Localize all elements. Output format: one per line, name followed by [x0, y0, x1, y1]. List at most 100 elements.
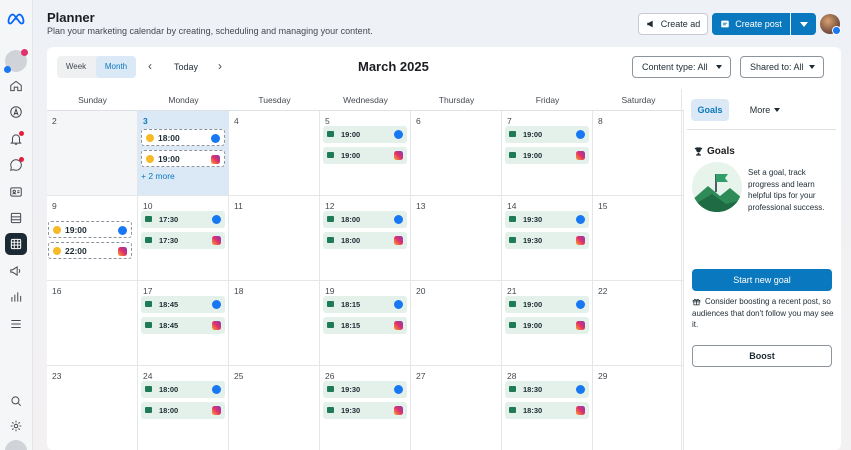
profile-icon[interactable] [5, 440, 27, 450]
calendar-day-cell[interactable]: 29 [593, 366, 684, 450]
calendar-day-cell[interactable]: 23 [47, 366, 138, 450]
previous-month-chevron-icon[interactable]: ‹ [148, 59, 152, 73]
month-view-button[interactable]: Month [96, 56, 136, 78]
calendar-day-cell[interactable]: 11 [229, 196, 320, 281]
planner-icon[interactable] [5, 233, 27, 255]
start-new-goal-button[interactable]: Start new goal [692, 269, 832, 291]
scheduled-post[interactable]: 18:30 [505, 381, 589, 398]
post-type-icon [509, 301, 516, 307]
calendar-day-cell[interactable]: 5 19:00 19:00 [320, 111, 411, 196]
tab-goals[interactable]: Goals [691, 99, 729, 121]
post-type-icon [327, 237, 334, 243]
contacts-icon[interactable] [5, 181, 27, 203]
today-button[interactable]: Today [174, 62, 199, 72]
home-icon[interactable] [5, 75, 27, 97]
day-number: 7 [507, 116, 512, 126]
scheduled-post[interactable]: 19:30 [505, 232, 589, 249]
scheduled-post[interactable]: 18:00 [141, 381, 225, 398]
content-type-dropdown[interactable]: Content type: All [632, 56, 731, 78]
weekday-header: Monday [138, 89, 229, 111]
settings-gear-icon[interactable] [5, 415, 27, 437]
post-time: 18:30 [523, 385, 543, 394]
scheduled-post[interactable]: 19:00 [48, 221, 132, 238]
calendar-day-cell[interactable]: 6 [411, 111, 502, 196]
scheduled-post[interactable]: 18:00 [323, 232, 407, 249]
scheduled-post[interactable]: 18:45 [141, 317, 225, 334]
scheduled-post[interactable]: 19:00 [505, 147, 589, 164]
week-view-button[interactable]: Week [65, 62, 87, 71]
menu-icon[interactable] [5, 313, 27, 335]
scheduled-post[interactable]: 18:00 [323, 211, 407, 228]
draft-sun-icon [53, 226, 61, 234]
day-number: 15 [598, 201, 608, 211]
notifications-icon[interactable] [5, 128, 27, 150]
calendar-day-cell[interactable]: 4 [229, 111, 320, 196]
calendar-day-cell[interactable]: 10 17:30 17:30 [138, 196, 229, 281]
create-post-dropdown-button[interactable] [791, 13, 816, 35]
scheduled-post[interactable]: 19:30 [323, 402, 407, 419]
instagram-icon [394, 151, 403, 160]
calendar-day-cell[interactable]: 20 [411, 281, 502, 366]
calendar-day-cell[interactable]: 22 [593, 281, 684, 366]
calendar-day-cell[interactable]: 24 18:00 18:00 [138, 366, 229, 450]
post-time: 19:00 [523, 300, 543, 309]
scheduled-post[interactable]: 18:00 [141, 402, 225, 419]
boost-button[interactable]: Boost [692, 345, 832, 367]
calendar-day-cell[interactable]: 28 18:30 18:30 [502, 366, 593, 450]
calendar-day-cell[interactable]: 17 18:45 18:45 [138, 281, 229, 366]
scheduled-post[interactable]: 19:00 [505, 126, 589, 143]
meta-logo-icon[interactable] [5, 8, 27, 30]
day-number: 11 [234, 201, 243, 211]
calendar-day-cell[interactable]: 8 [593, 111, 684, 196]
calendar-day-cell[interactable]: 27 [411, 366, 502, 450]
scheduled-post[interactable]: 19:00 [141, 150, 225, 167]
weekday-header: Wednesday [320, 89, 411, 111]
day-number: 5 [325, 116, 330, 126]
calendar-day-cell[interactable]: 16 [47, 281, 138, 366]
scheduled-post[interactable]: 19:00 [505, 317, 589, 334]
calendar-day-cell[interactable]: 9 19:00 22:00 [47, 196, 138, 281]
scheduled-post[interactable]: 19:00 [323, 126, 407, 143]
calendar-day-cell[interactable]: 13 [411, 196, 502, 281]
scheduled-post[interactable]: 19:00 [323, 147, 407, 164]
scheduled-post[interactable]: 18:15 [323, 317, 407, 334]
scheduled-post[interactable]: 19:30 [505, 211, 589, 228]
calendar-day-cell[interactable]: 25 [229, 366, 320, 450]
scheduled-post[interactable]: 17:30 [141, 211, 225, 228]
scheduled-post[interactable]: 17:30 [141, 232, 225, 249]
scheduled-post[interactable]: 19:30 [323, 381, 407, 398]
create-ad-button[interactable]: Create ad [638, 13, 708, 35]
search-icon[interactable] [5, 390, 27, 412]
calendar-day-cell[interactable]: 26 19:30 19:30 [320, 366, 411, 450]
create-post-button[interactable]: Create post [712, 13, 790, 35]
scheduled-post[interactable]: 18:15 [323, 296, 407, 313]
day-number: 19 [325, 286, 335, 296]
calendar-day-cell[interactable]: 12 18:00 18:00 [320, 196, 411, 281]
insights-icon[interactable] [5, 286, 27, 308]
scheduled-post[interactable]: 18:00 [141, 129, 225, 146]
next-month-chevron-icon[interactable]: › [218, 59, 222, 73]
calendar-day-cell[interactable]: 14 19:30 19:30 [502, 196, 593, 281]
shared-to-dropdown[interactable]: Shared to: All [740, 56, 824, 78]
content-type-label: Content type: All [642, 62, 708, 72]
scheduled-post[interactable]: 19:00 [505, 296, 589, 313]
ads-icon[interactable] [5, 260, 27, 282]
scheduled-post[interactable]: 18:30 [505, 402, 589, 419]
scheduled-post[interactable]: 18:45 [141, 296, 225, 313]
calendar-day-cell[interactable]: 21 19:00 19:00 [502, 281, 593, 366]
content-icon[interactable] [5, 207, 27, 229]
more-posts-link[interactable]: + 2 more [141, 171, 175, 181]
post-time: 17:30 [159, 215, 179, 224]
tab-more[interactable]: More [740, 99, 780, 121]
calendar-day-cell[interactable]: 2 [47, 111, 138, 196]
calendar-day-cell[interactable]: 3 18:00 19:00 + 2 more [138, 111, 229, 196]
create-post-label: Create post [735, 19, 782, 29]
scheduled-post[interactable]: 22:00 [48, 242, 132, 259]
page-avatar-icon[interactable] [4, 49, 28, 73]
calendar-day-cell[interactable]: 15 [593, 196, 684, 281]
calendar-day-cell[interactable]: 18 [229, 281, 320, 366]
navigation-icon[interactable] [5, 101, 27, 123]
calendar-day-cell[interactable]: 7 19:00 19:00 [502, 111, 593, 196]
calendar-day-cell[interactable]: 19 18:15 18:15 [320, 281, 411, 366]
inbox-icon[interactable] [5, 154, 27, 176]
